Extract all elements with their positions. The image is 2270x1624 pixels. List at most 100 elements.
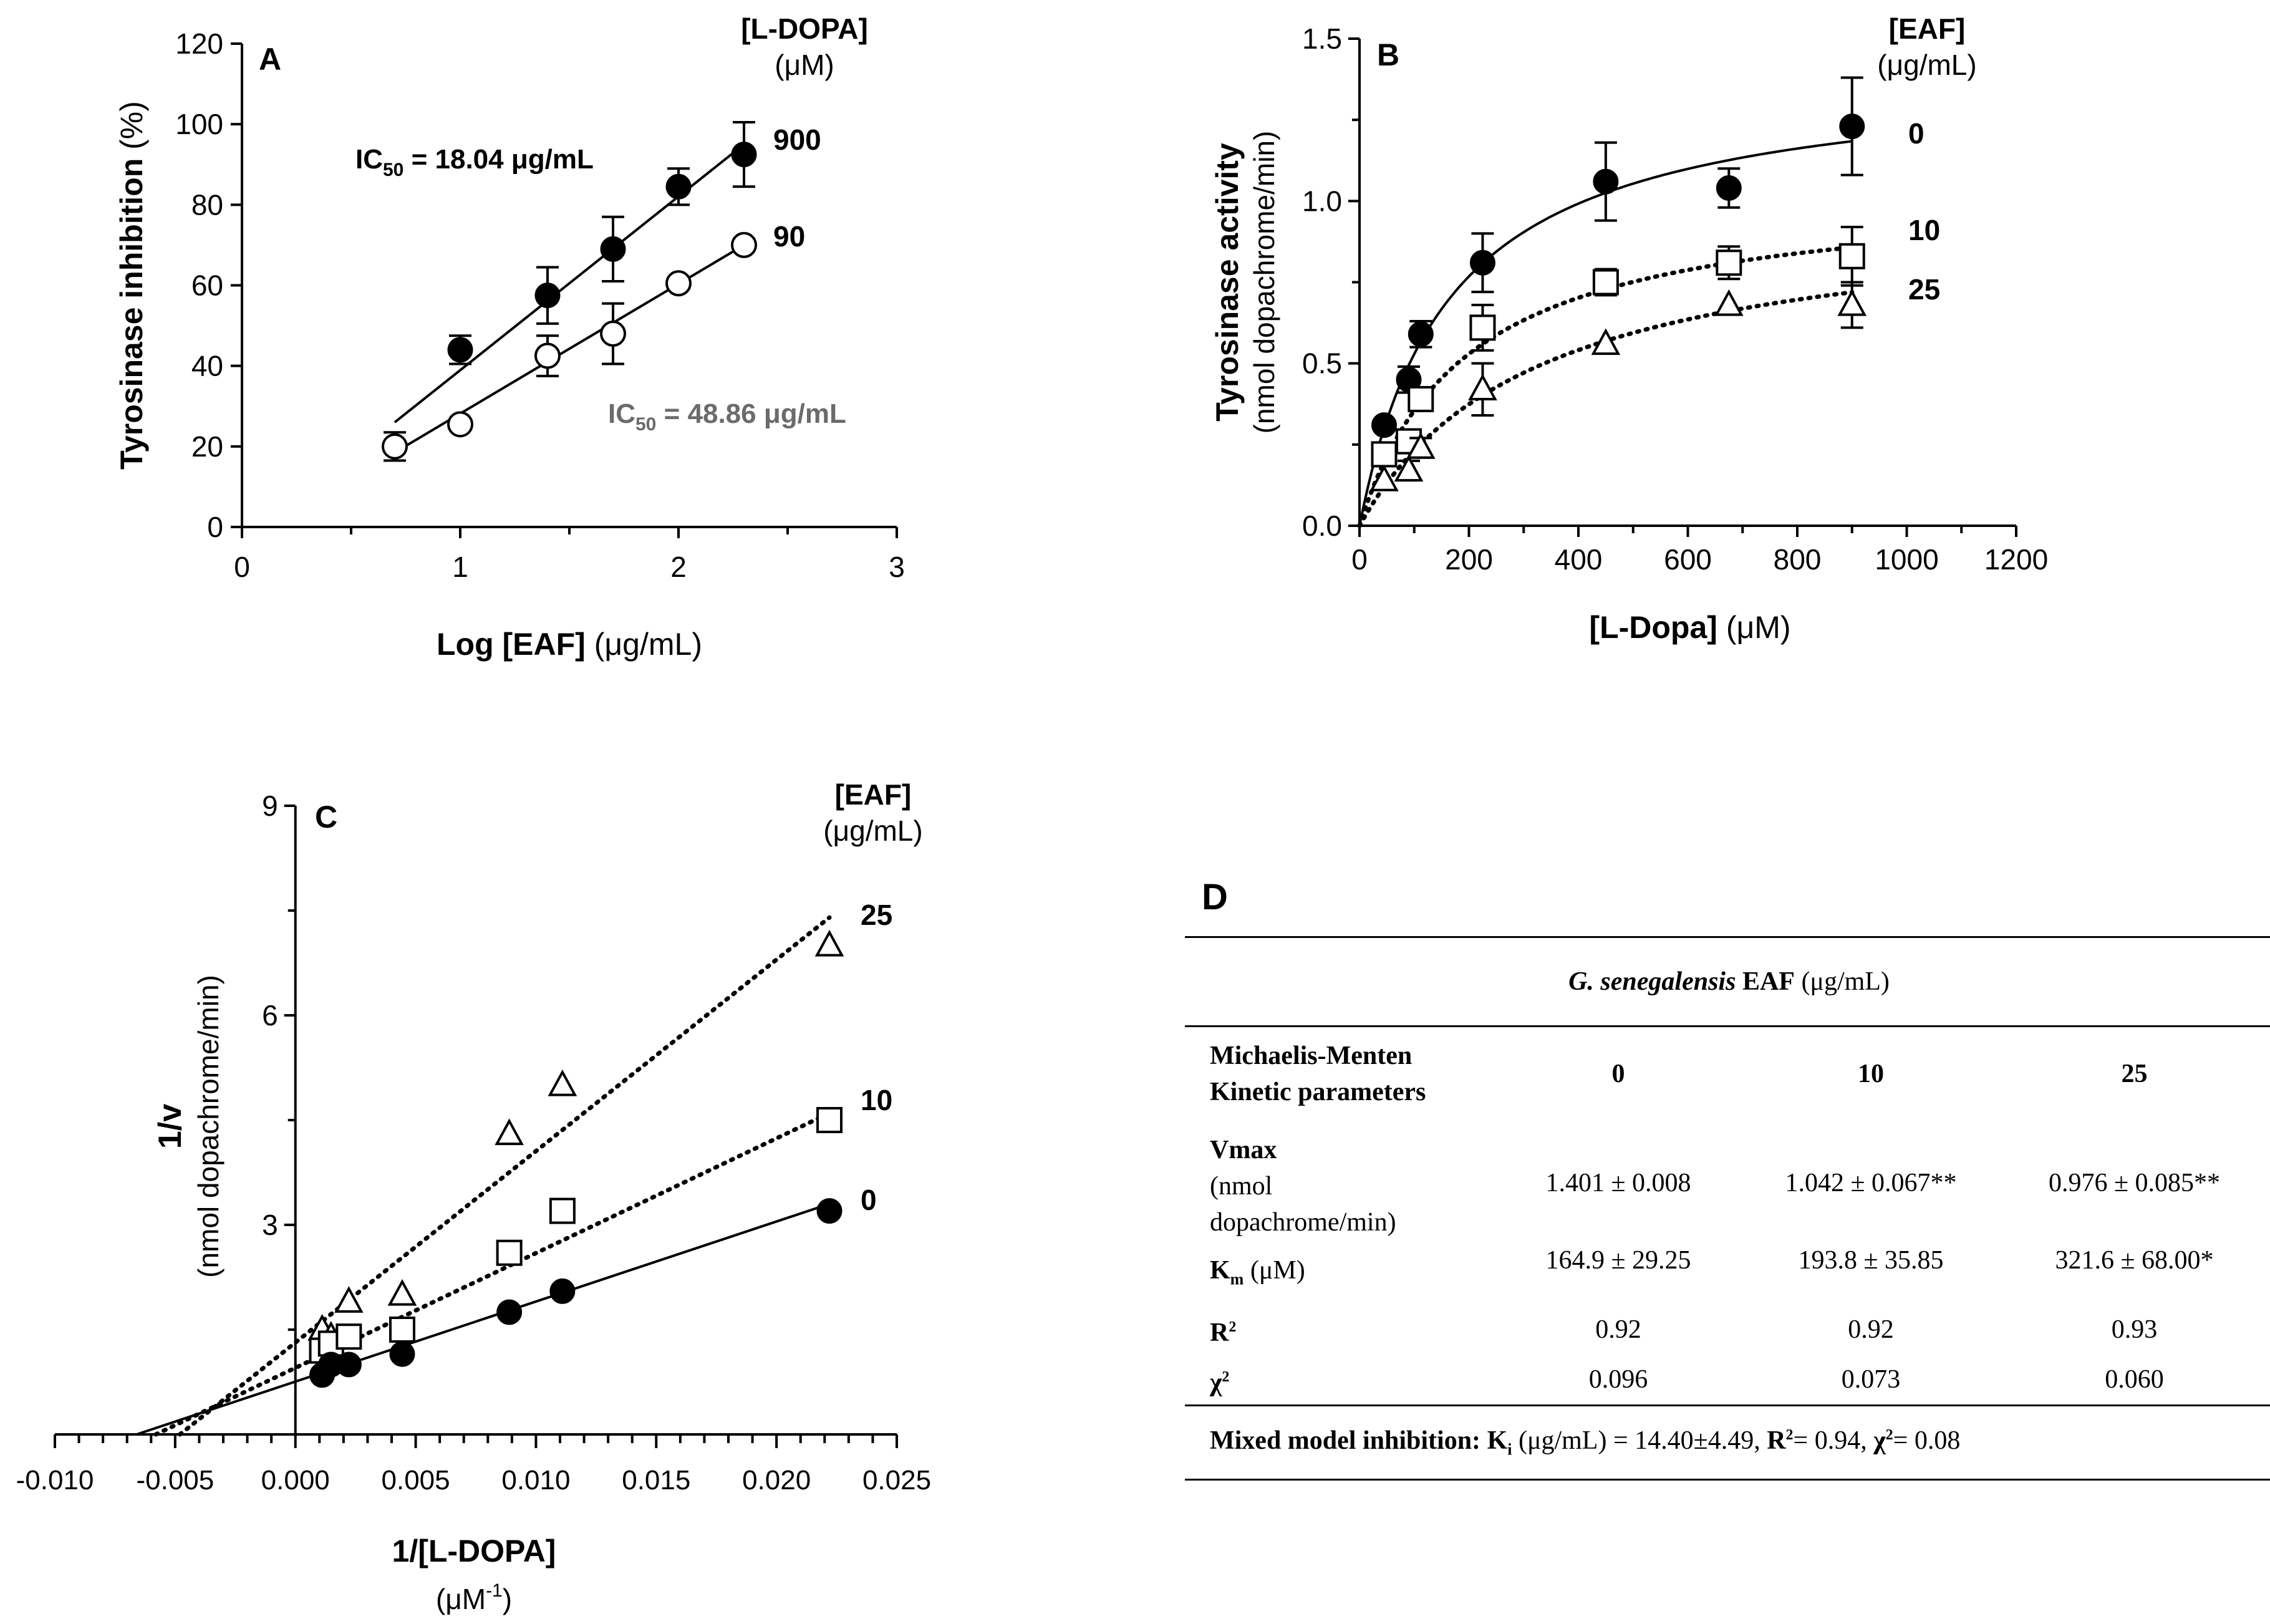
data-point <box>600 321 626 347</box>
y-tick-label: 0 <box>207 511 223 543</box>
table-row: Michaelis-Menten Kinetic parameters 0 10 … <box>1185 1025 2270 1121</box>
y-tick-label: 1.5 <box>1302 22 1342 55</box>
data-point <box>1468 374 1497 400</box>
ic50-900-annotation: IC50 = 18.04 μg/mL <box>355 144 594 180</box>
y-tick-label: 40 <box>191 350 223 382</box>
data-point <box>1369 465 1399 491</box>
data-point <box>1716 175 1742 201</box>
data-point <box>495 1118 524 1146</box>
y-tick-label: 120 <box>175 27 223 60</box>
legend-title: [EAF] <box>1889 12 1966 45</box>
data-point <box>1592 269 1619 296</box>
series-90: 90 <box>382 220 805 460</box>
series-label: 10 <box>1908 214 1940 246</box>
x-tick-label: 0.000 <box>261 1465 330 1496</box>
mixed-model-footer: Mixed model inhibition: Ki (μg/mL) = 14.… <box>1185 1404 2270 1481</box>
data-point <box>389 1317 415 1343</box>
x-axis-label: 1/[L-DOPA] <box>392 1534 556 1568</box>
legend-unit: (μg/mL) <box>823 814 922 847</box>
x-tick-label: 1200 <box>1984 543 2048 576</box>
panel-label-d: D <box>1202 877 1228 917</box>
x-tick-label: 0.015 <box>622 1465 690 1496</box>
table-cell: 0.92 <box>1848 1315 1894 1344</box>
vmax-label: Vmax (nmol dopachrome/min) <box>1210 1136 1396 1237</box>
x-tick-label: 0.005 <box>382 1465 450 1496</box>
y-tick-label: 3 <box>262 1209 278 1241</box>
y-tick-label: 0.5 <box>1302 347 1342 380</box>
table-header-row: G. senegalensis EAF (μg/mL) <box>1185 936 2270 1027</box>
data-point <box>600 236 626 262</box>
data-point <box>447 411 473 438</box>
fit-line <box>153 1111 832 1437</box>
y-axis-label: 1/v <box>152 1104 188 1149</box>
data-point <box>1371 412 1397 438</box>
table-cell: 0.096 <box>1588 1365 1648 1394</box>
series-10: 10 <box>153 1084 892 1437</box>
panel-label-c: C <box>315 800 337 834</box>
data-point <box>731 231 757 258</box>
species-header: G. senegalensis EAF (μg/mL) <box>1185 936 2270 1027</box>
series-10: 10 <box>1357 214 1940 528</box>
y-tick-label: 0.0 <box>1302 510 1342 542</box>
panel-c-chart: 3 6 9 -0.010 -0.005 0.000 0.005 0.010 0.015 0.020… <box>16 778 931 1615</box>
series-0: 0 <box>1358 76 1925 526</box>
data-point <box>814 929 844 957</box>
series-label: 25 <box>1908 273 1940 306</box>
x-axis-unit: (μM-1) <box>436 1580 512 1615</box>
fit-line <box>136 1202 830 1436</box>
r2-label: R2 <box>1210 1318 1237 1347</box>
panel-label-b: B <box>1377 37 1399 72</box>
table-row: R2 0.92 0.92 0.93 <box>1185 1305 2270 1355</box>
x-tick-label: 2 <box>670 551 687 583</box>
x-tick-label: 0 <box>234 551 250 583</box>
data-point <box>816 1107 843 1133</box>
data-point <box>336 1351 362 1378</box>
series-label: 900 <box>773 123 821 156</box>
data-point <box>382 433 408 460</box>
kinetics-table: G. senegalensis EAF (μg/mL) Michaelis-Me… <box>1185 936 2270 1481</box>
x-tick-label: 0.025 <box>862 1465 931 1496</box>
table-cell: 0.073 <box>1841 1365 1901 1394</box>
x-axis-label: [L-Dopa] (μM) <box>1589 610 1790 645</box>
table-cell: 0.93 <box>2111 1315 2158 1344</box>
data-point <box>665 173 692 200</box>
col-header: 25 <box>1996 1025 2270 1121</box>
x-tick-label: 0.020 <box>742 1465 811 1496</box>
x-tick-label: 3 <box>889 551 905 583</box>
x-tick-label: 200 <box>1445 543 1493 576</box>
data-point <box>1394 455 1424 482</box>
x-tick-label: -0.005 <box>136 1465 214 1496</box>
table-cell: 0.060 <box>2105 1365 2164 1394</box>
col-header: 10 <box>1746 1025 1996 1121</box>
legend-title: [EAF] <box>835 778 912 811</box>
fit-line <box>178 915 832 1437</box>
km-label: Km (μM) <box>1210 1256 1305 1288</box>
table-row: χ2 0.096 0.073 0.060 <box>1185 1355 2270 1406</box>
data-point <box>1469 314 1496 341</box>
y-axis-label: Tyrosinase activity <box>1210 143 1245 422</box>
x-tick-label: -0.010 <box>16 1465 94 1496</box>
data-point <box>1838 243 1865 269</box>
series-label: 0 <box>1908 117 1925 150</box>
series-label: 90 <box>773 220 805 253</box>
series-25: 25 <box>1357 273 1940 528</box>
table-cell: 164.9 ± 29.25 <box>1545 1246 1691 1275</box>
data-point <box>1406 432 1436 459</box>
table-cell: 1.042 ± 0.067** <box>1785 1169 1957 1197</box>
data-point <box>534 342 561 369</box>
table-cell: 321.6 ± 68.00* <box>2055 1246 2214 1275</box>
y-tick-label: 100 <box>175 108 223 140</box>
table-cell: 0.92 <box>1595 1315 1641 1344</box>
data-point <box>1593 168 1619 195</box>
data-point <box>1591 328 1621 355</box>
panel-b-chart: 0.0 0.5 1.0 1.5 0 200 400 600 800 1000 1200 Tyrosin… <box>1210 12 2048 645</box>
data-point <box>336 1323 362 1350</box>
x-tick-label: 1000 <box>1875 543 1938 576</box>
col-header: 0 <box>1490 1025 1746 1121</box>
data-point <box>496 1299 523 1325</box>
panel-a-chart: 0 20 40 60 80 100 120 0 1 2 3 Tyrosinase inhibition… <box>114 12 905 662</box>
data-point <box>496 1239 523 1266</box>
data-point <box>1408 385 1434 412</box>
data-point <box>731 142 757 168</box>
